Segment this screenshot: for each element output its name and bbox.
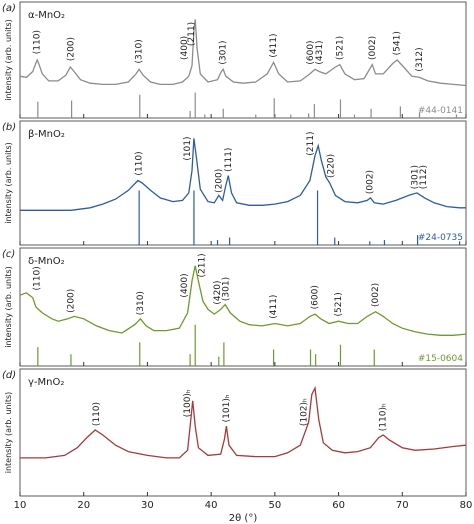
peak-label: (301) xyxy=(219,40,229,64)
phase-name: δ-MnO₂ xyxy=(28,256,65,267)
x-tick-label: 20 xyxy=(77,500,90,511)
peak-label: (100)ₕ xyxy=(183,389,193,417)
x-tick-label: 10 xyxy=(14,500,27,511)
reference-label: #44-0141 xyxy=(418,106,463,116)
reference-label: #24-0735 xyxy=(418,233,463,243)
peak-label: (600) xyxy=(306,40,316,64)
peak-label: (211) xyxy=(306,132,316,156)
peak-label: (420) xyxy=(213,280,223,304)
peak-label: (211) xyxy=(187,22,197,46)
panel-frame xyxy=(19,120,467,246)
y-axis-title: intensity (arb. units) xyxy=(4,392,13,474)
peak-label: (541) xyxy=(393,31,403,55)
x-tick-label: 60 xyxy=(332,500,345,511)
x-tick-label: 30 xyxy=(141,500,154,511)
panel-label: (b) xyxy=(2,122,16,133)
panel-label: (d) xyxy=(2,370,16,381)
peak-label: (110) xyxy=(135,151,145,175)
peak-label: (600) xyxy=(310,285,320,309)
phase-name: β-MnO₂ xyxy=(28,129,65,140)
y-axis-title: intensity (arb. units) xyxy=(4,266,13,348)
peak-label: (211) xyxy=(198,253,208,277)
peak-label: (400) xyxy=(180,273,190,297)
xrd-curve xyxy=(19,19,467,87)
peak-label: (002) xyxy=(365,170,375,194)
peak-label: (102)ₕ xyxy=(300,398,310,426)
peak-label: (521) xyxy=(334,292,344,316)
peak-label: (200) xyxy=(214,169,224,193)
x-tick-label: 40 xyxy=(205,500,218,511)
panel-frame xyxy=(19,1,467,119)
peak-label: (112) xyxy=(419,165,429,189)
peak-label: (310) xyxy=(135,39,145,63)
peak-label: (431) xyxy=(315,40,325,64)
x-axis-title: 2θ (°) xyxy=(229,513,258,524)
peak-label: (301) xyxy=(221,277,231,301)
peak-label: (200) xyxy=(66,37,76,61)
peak-label: (301) xyxy=(411,165,421,189)
peak-label: (220) xyxy=(326,154,336,178)
phase-name: γ-MnO₂ xyxy=(28,377,64,388)
xrd-curve xyxy=(20,385,467,459)
y-axis-title: intensity (arb. units) xyxy=(4,19,13,101)
panel-label: (c) xyxy=(2,249,15,260)
y-axis-title: intensity (arb. units) xyxy=(4,142,13,224)
panel-frame xyxy=(19,247,467,367)
peak-label: (002) xyxy=(371,283,381,307)
peak-label: (110)ₕ xyxy=(379,403,389,431)
peak-label: (411) xyxy=(269,33,279,57)
peak-label: (521) xyxy=(335,36,345,60)
peak-label: (411) xyxy=(269,295,279,319)
panel-frame xyxy=(19,368,467,497)
reference-label: #15-0604 xyxy=(418,354,463,364)
peak-label: (200) xyxy=(66,289,76,313)
xrd-curve xyxy=(20,138,466,211)
peak-label: (101) xyxy=(183,136,193,160)
peak-label: (111) xyxy=(224,148,234,172)
x-tick-label: 70 xyxy=(396,500,409,511)
x-tick-label: 80 xyxy=(460,500,473,511)
peak-label: (110) xyxy=(33,266,43,290)
peak-label: (110) xyxy=(33,30,43,54)
panel-label: (a) xyxy=(2,3,16,14)
peak-label: (312) xyxy=(415,47,425,71)
peak-label: (002) xyxy=(368,36,378,60)
phase-name: α-MnO₂ xyxy=(28,10,65,21)
xrd-curve xyxy=(19,265,467,336)
peak-label: (110) xyxy=(92,402,102,426)
peak-label: (310) xyxy=(136,291,146,315)
peak-label: (400) xyxy=(180,36,190,60)
x-tick-label: 50 xyxy=(268,500,281,511)
peak-label: (101)ₕ xyxy=(222,394,232,422)
